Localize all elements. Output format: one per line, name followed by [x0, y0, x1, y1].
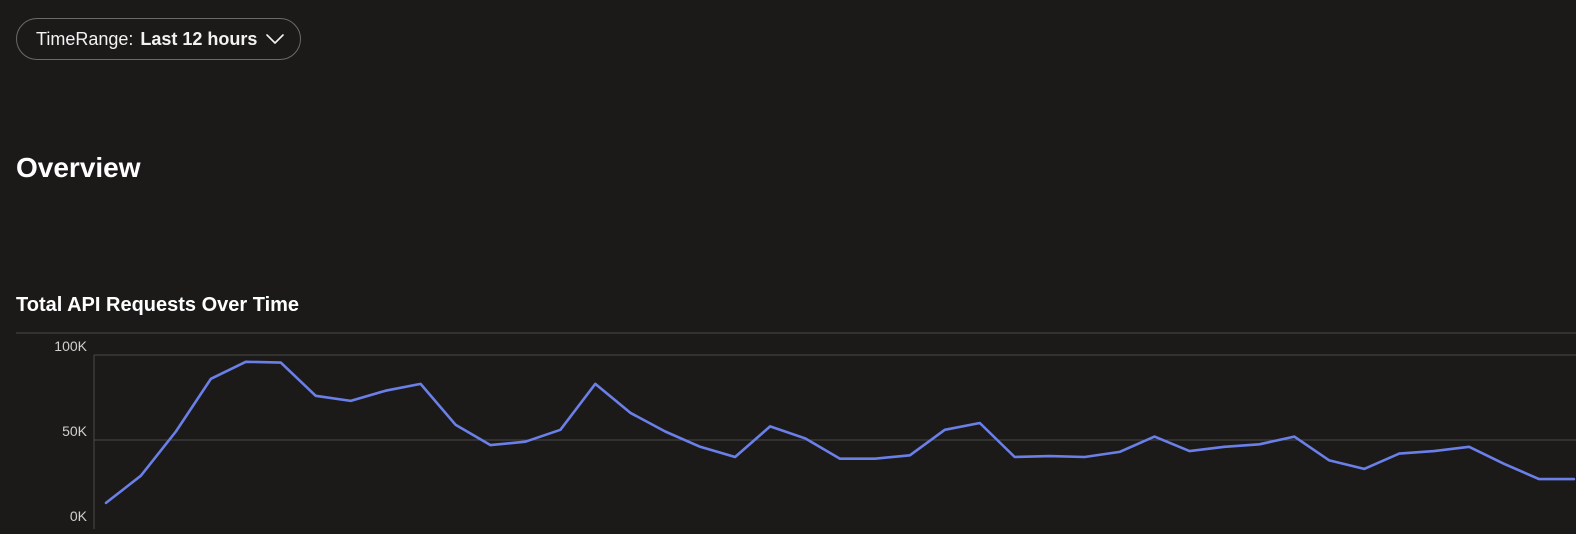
y-tick-label: 50K [62, 423, 88, 439]
chevron-down-icon [266, 33, 285, 45]
filter-value: Last 12 hours [140, 28, 258, 49]
y-tick-label: 100K [54, 338, 87, 354]
series-line [104, 360, 1576, 505]
y-tick-label: 0K [70, 508, 88, 524]
page-title: Overview [16, 152, 141, 183]
chart-title: Total API Requests Over Time [16, 294, 300, 316]
time-range-filter[interactable]: TimeRange: Last 12 hours [16, 18, 302, 60]
filter-label: TimeRange: [36, 28, 134, 49]
